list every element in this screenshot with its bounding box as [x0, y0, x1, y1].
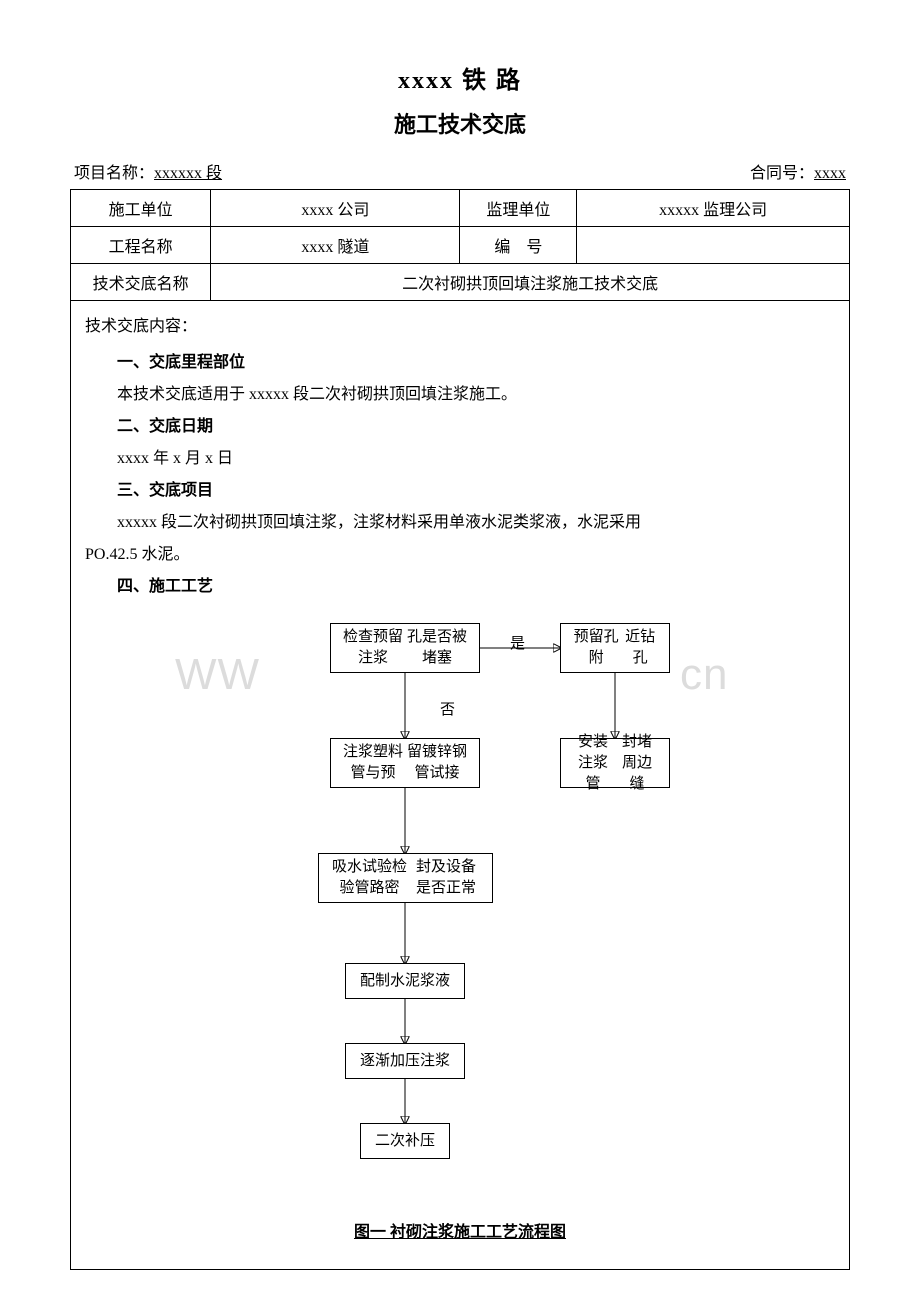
table-row: 技术交底名称 二次衬砌拱顶回填注浆施工技术交底 [71, 264, 850, 301]
flow-node-n3: 注浆塑料管与预留镀锌钢管试接 [330, 738, 480, 788]
table-row: 工程名称 xxxx 隧道 编 号 [71, 227, 850, 264]
flow-node-n8: 二次补压 [360, 1123, 450, 1159]
section-2-body: xxxx 年 x 月 x 日 [85, 443, 835, 475]
section-2-heading: 二、交底日期 [85, 411, 835, 443]
flow-node-n7: 逐渐加压注浆 [345, 1043, 465, 1079]
watermark-right: cn [680, 631, 728, 719]
section-1-heading: 一、交底里程部位 [85, 347, 835, 379]
flow-node-n4: 安装注浆管封堵周边缝 [560, 738, 670, 788]
title-sub: 施工技术交底 [70, 107, 850, 139]
flow-arrows-svg [210, 623, 710, 1203]
cell-disclosure-name-value: 二次衬砌拱顶回填注浆施工技术交底 [211, 264, 850, 301]
cell-project-name-label: 工程名称 [71, 227, 211, 264]
flowchart: WW cn 检查预留注浆孔是否被堵塞预留孔附近钻孔注浆塑料管与预留镀锌钢管试接安… [210, 623, 710, 1203]
flow-caption: 图一 衬砌注浆施工工艺流程图 [85, 1217, 835, 1249]
contract-value: xxxx [814, 165, 846, 182]
flow-node-n2: 预留孔附近钻孔 [560, 623, 670, 673]
section-1-body: 本技术交底适用于 xxxxx 段二次衬砌拱顶回填注浆施工。 [85, 379, 835, 411]
content-wrapper: 技术交底内容： 一、交底里程部位 本技术交底适用于 xxxxx 段二次衬砌拱顶回… [70, 301, 850, 1270]
flow-node-n1: 检查预留注浆孔是否被堵塞 [330, 623, 480, 673]
cell-number-label: 编 号 [460, 227, 577, 264]
contract-number: 合同号：xxxx [750, 159, 846, 183]
cell-supervision-unit-label: 监理单位 [460, 190, 577, 227]
section-3-body-2: PO.42.5 水泥。 [85, 539, 835, 571]
title-main: xxxx 铁 路 [70, 60, 850, 95]
section-3-body: xxxxx 段二次衬砌拱顶回填注浆，注浆材料采用单液水泥类浆液，水泥采用 [85, 507, 835, 539]
section-3-heading: 三、交底项目 [85, 475, 835, 507]
project-value: xxxxxx 段 [154, 165, 222, 182]
header-row: 项目名称：xxxxxx 段 合同号：xxxx [70, 159, 850, 183]
table-row: 施工单位 xxxx 公司 监理单位 xxxxx 监理公司 [71, 190, 850, 227]
contract-label: 合同号： [750, 165, 814, 182]
flow-node-n5: 吸水试验检验管路密封及设备是否正常 [318, 853, 493, 903]
flow-node-n6: 配制水泥浆液 [345, 963, 465, 999]
cell-supervision-unit-value: xxxxx 监理公司 [577, 190, 850, 227]
project-label: 项目名称： [74, 165, 154, 182]
watermark-left: WW [175, 631, 260, 719]
flow-label-no: 否 [440, 695, 455, 725]
content-label: 技术交底内容： [85, 311, 835, 343]
cell-construction-unit-label: 施工单位 [71, 190, 211, 227]
info-table: 施工单位 xxxx 公司 监理单位 xxxxx 监理公司 工程名称 xxxx 隧… [70, 189, 850, 301]
cell-disclosure-name-label: 技术交底名称 [71, 264, 211, 301]
cell-project-name-value: xxxx 隧道 [211, 227, 460, 264]
cell-number-value [577, 227, 850, 264]
project-name: 项目名称：xxxxxx 段 [74, 159, 222, 183]
section-4-heading: 四、施工工艺 [85, 571, 835, 603]
flow-label-yes: 是 [510, 629, 525, 659]
cell-construction-unit-value: xxxx 公司 [211, 190, 460, 227]
